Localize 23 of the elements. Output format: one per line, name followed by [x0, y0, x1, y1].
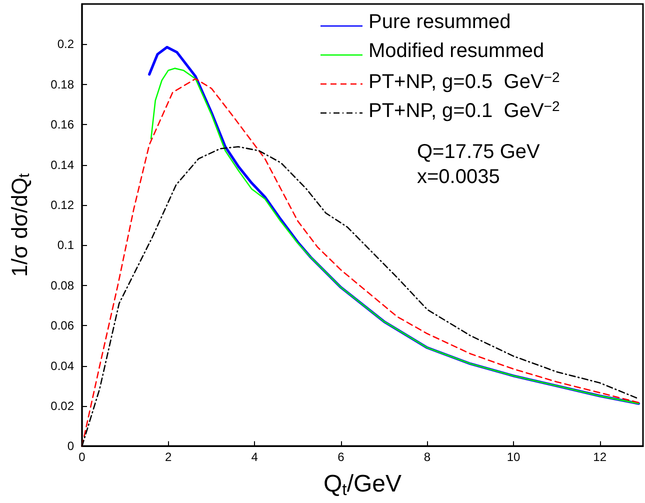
y-axis-title: 1/σ dσ/dQt	[7, 172, 33, 277]
y-tick-label: 0.1	[57, 238, 74, 252]
legend-label: Modified resummed	[368, 40, 544, 62]
y-tick-label: 0	[67, 439, 74, 454]
y-tick-label: 0.18	[50, 77, 74, 92]
legend-label: Pure resummed	[368, 11, 511, 33]
y-tick-label: 0.06	[50, 318, 74, 333]
x-tick-label: 8	[424, 450, 431, 464]
y-tick-label: 0.12	[50, 198, 74, 212]
y-tick-label: 0.04	[50, 358, 74, 373]
x-tick-label: 4	[251, 450, 258, 464]
y-tick-label: 0.16	[50, 118, 74, 132]
annotation: x=0.0035	[417, 166, 500, 188]
y-tick-label: 0.14	[50, 158, 74, 172]
x-tick-label: 10	[506, 450, 521, 464]
y-tick-label: 0.2	[57, 37, 74, 52]
y-tick-label: 0.08	[50, 278, 74, 292]
x-tick-label: 2	[164, 450, 172, 464]
y-tick-label: 0.02	[50, 399, 74, 413]
x-tick-label: 6	[338, 450, 345, 464]
x-tick-label: 0	[78, 450, 86, 464]
x-tick-label: 12	[593, 450, 607, 464]
annotation: Q=17.75 GeV	[417, 141, 541, 163]
